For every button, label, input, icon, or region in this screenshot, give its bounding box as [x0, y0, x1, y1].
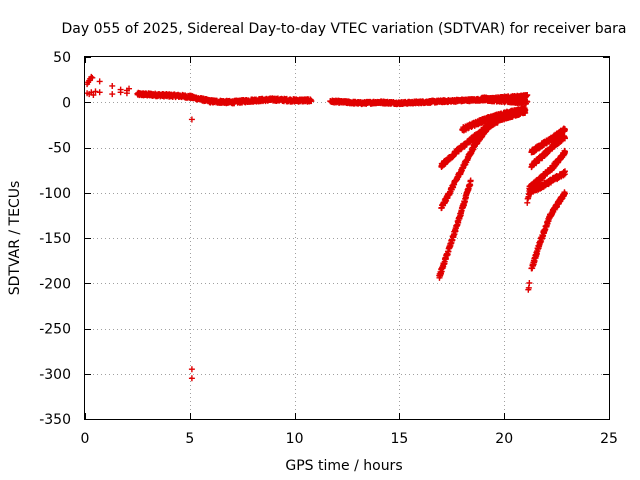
data-point [308, 98, 315, 105]
x-tick-label: 25 [600, 431, 618, 447]
data-point [188, 366, 195, 373]
data-points [84, 73, 568, 382]
data-point [188, 375, 195, 382]
data-point [92, 88, 99, 95]
data-point [561, 168, 568, 175]
data-point [522, 107, 529, 114]
data-point [88, 73, 95, 80]
y-tick-label: -200 [39, 276, 71, 292]
chart-title: Day 055 of 2025, Sidereal Day-to-day VTE… [61, 21, 626, 37]
data-point [123, 90, 130, 97]
data-point [561, 148, 568, 155]
x-tick-label: 5 [185, 431, 194, 447]
data-point [90, 92, 97, 99]
y-axis-label: SDTVAR / TECUs [7, 181, 23, 296]
y-tick-label: -350 [39, 412, 71, 428]
data-point [109, 82, 116, 89]
data-point [526, 190, 533, 197]
y-tick-label: 50 [53, 50, 71, 66]
data-point [96, 89, 103, 96]
x-tick-label: 15 [390, 431, 408, 447]
y-tick-label: 0 [62, 95, 71, 111]
y-tick-label: -150 [39, 231, 71, 247]
data-point [96, 78, 103, 85]
data-point [524, 98, 531, 105]
grid [85, 57, 609, 419]
x-tick-label: 20 [495, 431, 513, 447]
ticks: 0 5 10 15 20 25 50 0 -50 -100 -150 -200 -250 -300 -350 [39, 50, 618, 447]
plot-frame [84, 56, 610, 420]
data-point [126, 85, 133, 92]
data-point [89, 74, 96, 81]
y-tick-label: -50 [48, 141, 71, 157]
data-point [561, 126, 568, 133]
data-point [117, 89, 124, 96]
data-point [561, 135, 568, 142]
x-axis-label: GPS time / hours [285, 458, 402, 474]
data-point [524, 91, 531, 98]
x-tick-label: 0 [81, 431, 90, 447]
data-point [561, 190, 568, 197]
y-tick-label: -250 [39, 322, 71, 338]
data-point [467, 177, 474, 184]
data-point [109, 91, 116, 98]
x-tick-label: 10 [286, 431, 304, 447]
y-tick-label: -100 [39, 186, 71, 202]
data-point [526, 279, 533, 286]
y-tick-label: -300 [39, 367, 71, 383]
data-point [188, 116, 195, 123]
